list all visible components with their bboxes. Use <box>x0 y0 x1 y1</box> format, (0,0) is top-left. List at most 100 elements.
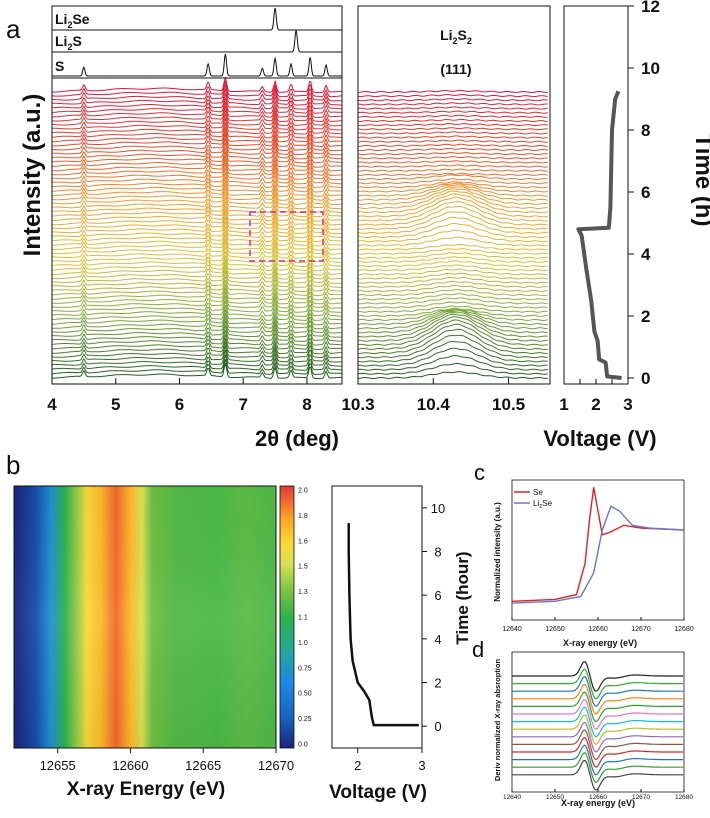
li2s2-pattern-17 <box>357 301 548 309</box>
xrd-pattern-33 <box>51 226 342 243</box>
xrd-pattern-29 <box>51 241 342 259</box>
xrd-pattern-51 <box>51 151 342 168</box>
a-mid-xtick-label: 10.4 <box>417 395 451 414</box>
xrd-pattern-66 <box>51 88 342 106</box>
colorbar-tick-label: 0.50 <box>298 691 312 698</box>
li2s2-pattern-5 <box>357 334 548 359</box>
b-voltage-ytick-label: 0 <box>434 719 441 734</box>
colorbar-tick-label: 1.3 <box>298 589 308 596</box>
a-left-xtick-label: 4 <box>47 395 57 414</box>
li2s2-pattern-7 <box>357 323 548 351</box>
a-right-xtick-label: 2 <box>591 395 600 414</box>
colorbar-tick-label: 1.0 <box>298 640 308 647</box>
b-voltage-ytick-label: 2 <box>434 676 441 691</box>
xrd-pattern-36 <box>52 212 342 230</box>
li2s2-pattern-69 <box>357 89 548 94</box>
a-right-ytick-label: 10 <box>641 59 660 78</box>
li2s2-pattern-34 <box>357 223 548 239</box>
a-left-xlabel: 2θ (deg) <box>255 426 339 451</box>
a-mid-title: Li2S2 <box>440 27 472 46</box>
li2s2-pattern-61 <box>357 122 548 127</box>
d-xtick-label: 12640 <box>503 794 521 801</box>
xrd-pattern-47 <box>52 167 342 185</box>
xrd-pattern-11 <box>52 316 342 334</box>
xrd-pattern-58 <box>51 122 342 139</box>
li2s2-pattern-55 <box>357 147 548 152</box>
li2s2-pattern-18 <box>357 297 548 305</box>
li2s2-pattern-28 <box>357 256 548 263</box>
xrd-pattern-63 <box>52 101 342 118</box>
li2s2-pattern-4 <box>357 340 548 363</box>
li2s2-pattern-58 <box>357 135 548 139</box>
a-left-panel: Li2Se Li2S S 4 5 6 7 8 2θ (deg) Intensity (a… <box>19 5 343 451</box>
xrd-pattern-21 <box>51 275 342 292</box>
b-voltage-ytick-label: 6 <box>434 588 441 603</box>
b-voltage-ytick-label: 8 <box>434 545 441 560</box>
colorbar-tick-label: 0.75 <box>298 665 312 672</box>
d-xtick-label: 12660 <box>589 794 607 801</box>
li2s2-pattern-68 <box>357 93 548 98</box>
xrd-pattern-32 <box>51 230 342 247</box>
b-voltage-xtick-label: 2 <box>354 758 361 773</box>
xrd-pattern-20 <box>51 280 342 297</box>
li2s2-pattern-35 <box>357 216 548 234</box>
d-series-9 <box>512 729 684 761</box>
xrd-pattern-10 <box>51 320 342 338</box>
xrd-pattern-62 <box>52 105 342 123</box>
colorbar-tick-label: 1.1 <box>298 615 308 622</box>
ref-pattern-0 <box>52 7 342 31</box>
panel-letter-b: b <box>6 450 20 480</box>
xrd-pattern-44 <box>52 180 342 197</box>
li2s2-pattern-23 <box>357 276 548 284</box>
li2s2-pattern-10 <box>357 313 548 338</box>
c-xlabel: X-ray energy (eV) <box>563 638 637 648</box>
xrd-pattern-16 <box>52 295 342 313</box>
li2s2-pattern-21 <box>357 284 548 292</box>
colorbar-tick-label: 0.0 <box>298 742 308 749</box>
c-series-1 <box>511 505 685 604</box>
li2s2-pattern-50 <box>357 168 548 172</box>
li2s2-pattern-32 <box>357 236 548 247</box>
li2s2-pattern-66 <box>357 102 548 106</box>
li2s2-pattern-57 <box>357 139 548 143</box>
li2s2-pattern-1 <box>357 362 548 375</box>
xrd-pattern-50 <box>52 155 342 172</box>
li2s2-pattern-65 <box>357 106 548 110</box>
li2s2-pattern-60 <box>357 127 548 131</box>
a-right-xlabel: Voltage (V) <box>543 426 656 451</box>
panel-letter-d: d <box>472 637 484 662</box>
colorbar-tick-label: 2.0 <box>298 488 308 495</box>
li2s2-pattern-25 <box>357 268 548 276</box>
c-xtick-label: 12670 <box>631 626 651 633</box>
xrd-pattern-42 <box>51 187 342 205</box>
a-mid-frame <box>357 5 551 385</box>
li2s2-pattern-45 <box>357 182 548 193</box>
li2s2-pattern-42 <box>357 188 548 205</box>
xrd-pattern-60 <box>52 113 342 131</box>
li2s2-pattern-46 <box>357 181 548 189</box>
li2s2-pattern-8 <box>357 319 548 346</box>
xrd-pattern-69 <box>52 76 342 94</box>
c-series-0 <box>511 487 685 602</box>
c-legend-se: Se <box>533 488 543 497</box>
xrd-pattern-46 <box>51 172 342 189</box>
li2s2-pattern-29 <box>357 252 548 259</box>
c-legend-li2se: Li2Se <box>533 499 553 510</box>
a-left-xtick-label: 5 <box>111 395 120 414</box>
b-voltage-panel: 2 3 0 2 4 6 8 10 Voltage (V) Time (hour) <box>329 485 472 803</box>
colorbar-tick-label: 0.25 <box>298 716 312 723</box>
li2s2-pattern-54 <box>357 151 548 156</box>
a-mid-subtitle: (111) <box>440 61 471 77</box>
c-panel: 12640 12650 12660 12670 12680 Se Li2Se X-ray… <box>493 479 694 648</box>
li2s2-pattern-56 <box>357 143 548 147</box>
li2s2-pattern-22 <box>357 280 548 288</box>
li2s2-pattern-49 <box>357 172 548 176</box>
a-mid-xtick-label: 10.3 <box>341 395 374 414</box>
xrd-pattern-64 <box>51 97 342 114</box>
xrd-pattern-25 <box>52 259 342 276</box>
xrd-pattern-3 <box>52 349 342 367</box>
li2s2-pattern-31 <box>357 243 548 251</box>
b-heatmap-frame <box>13 485 277 749</box>
a-left-xtick-label: 7 <box>238 395 247 414</box>
